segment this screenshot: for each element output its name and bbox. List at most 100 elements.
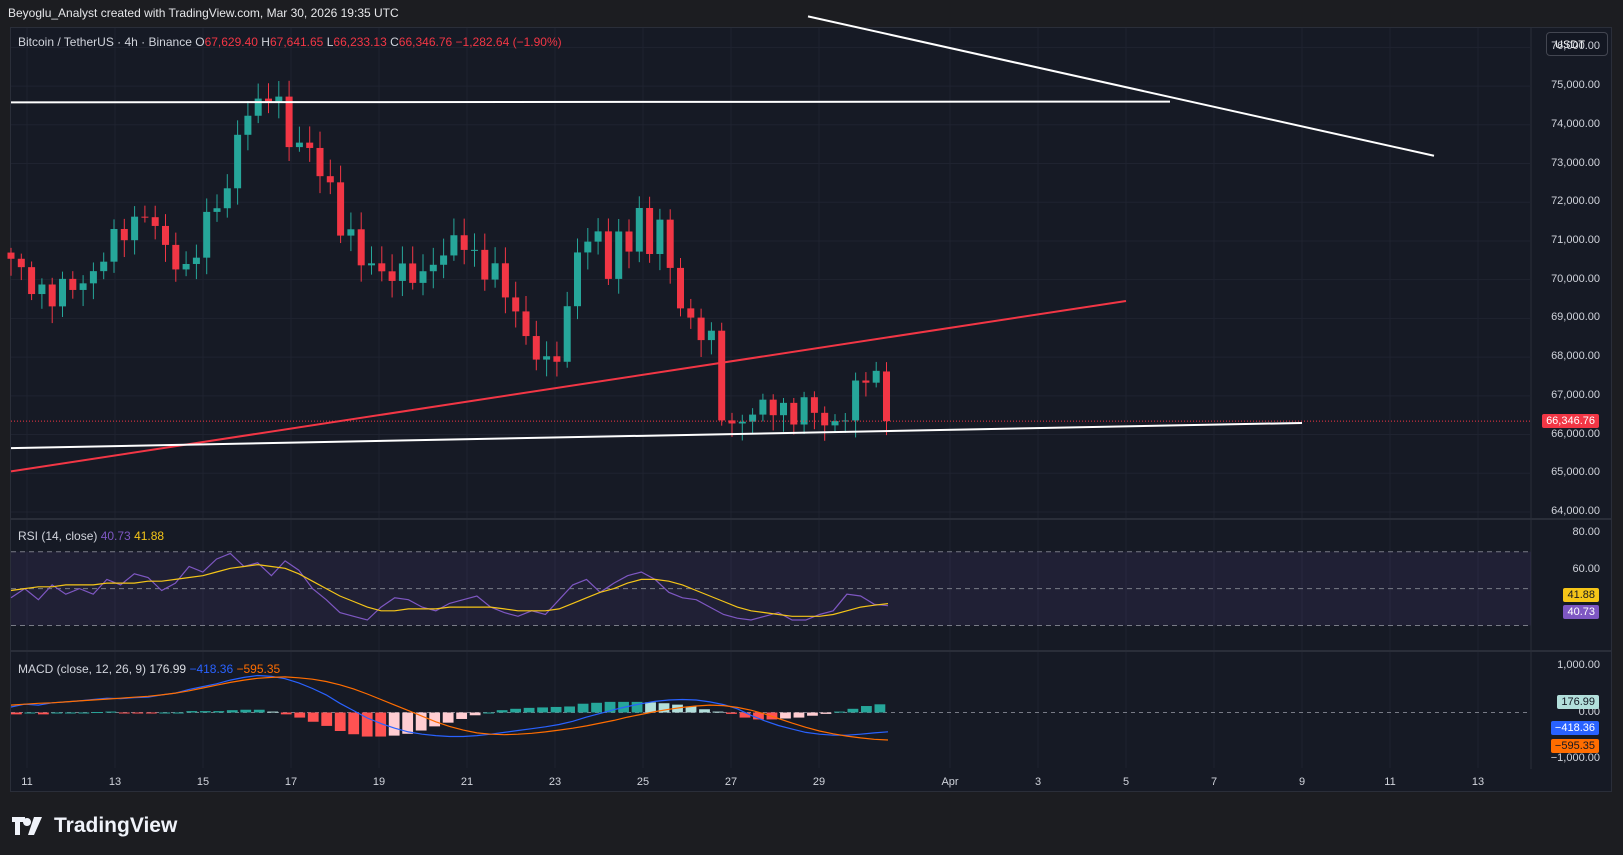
macd-tick-label: −1,000.00 <box>1550 751 1600 764</box>
macd-title: MACD (close, 12, 26, 9) <box>18 662 147 676</box>
rsi-badge: 40.73 <box>1563 605 1599 619</box>
macd-histogram-bar <box>753 712 764 720</box>
chart-caption: Beyoglu_Analyst created with TradingView… <box>8 6 399 20</box>
macd-histogram-bar <box>334 712 346 731</box>
candle-body <box>852 380 860 421</box>
candle-body <box>182 263 190 270</box>
candle-body <box>203 211 211 258</box>
macd-histogram-bar <box>874 704 886 713</box>
macd-histogram-bar <box>483 712 495 714</box>
candle-body <box>254 98 262 116</box>
macd-histogram-bar <box>604 701 616 713</box>
time-tick-label: 15 <box>196 776 210 788</box>
candle-body <box>635 207 643 252</box>
candle-body <box>48 284 56 307</box>
macd-histogram-bar <box>658 703 670 713</box>
close-label: C <box>390 35 399 49</box>
low-value: 66,233.13 <box>333 35 387 49</box>
macd-histogram-bar <box>348 712 360 735</box>
candle-body <box>738 421 746 424</box>
candle-body <box>110 228 118 262</box>
candle-body <box>316 147 324 177</box>
macd-histogram-bar <box>240 709 252 713</box>
time-tick-label: 3 <box>1034 776 1042 788</box>
time-tick-label: 21 <box>460 776 474 788</box>
candle-body <box>625 231 633 252</box>
candle-body <box>584 241 592 253</box>
macd-histogram-bar <box>645 702 656 713</box>
rsi-legend[interactable]: RSI (14, close) 40.73 41.88 <box>18 529 164 543</box>
candle-body <box>471 249 478 251</box>
open-label: O <box>195 35 205 49</box>
tradingview-logo[interactable]: TradingView <box>12 814 177 838</box>
candle-body <box>646 207 654 255</box>
candle-body <box>285 96 293 148</box>
macd-histogram-bar <box>78 712 90 714</box>
time-tick-label: 13 <box>108 776 122 788</box>
candle-body <box>862 380 870 383</box>
candle-body <box>491 263 499 280</box>
macd-histogram-bar <box>159 712 171 714</box>
macd-histogram-bar <box>739 712 751 718</box>
macd-histogram-bar <box>820 712 832 714</box>
candle-body <box>718 330 726 421</box>
descending-line <box>807 15 1435 157</box>
candle-body <box>79 283 87 290</box>
macd-histogram-bar <box>105 711 117 713</box>
macd-legend[interactable]: MACD (close, 12, 26, 9) 176.99 −418.36 −… <box>18 662 280 676</box>
time-tick-label: 7 <box>1210 776 1218 788</box>
candle-body <box>368 263 375 266</box>
price-tick-label: 73,000.00 <box>1551 156 1600 169</box>
macd-hist-value: 176.99 <box>149 662 187 676</box>
candle-body <box>295 142 303 148</box>
macd-histogram-bar <box>861 706 872 713</box>
price-tick-label: 66,000.00 <box>1551 427 1600 440</box>
candle-body <box>450 235 458 256</box>
rsi-title: RSI (14, close) <box>18 529 98 543</box>
macd-histogram-bar <box>577 703 589 713</box>
candle-body <box>810 397 818 413</box>
candle-body <box>821 412 829 426</box>
candle-body <box>409 263 417 283</box>
macd-histogram-bar <box>226 710 238 713</box>
candle-body <box>749 414 757 422</box>
candle-body <box>244 115 252 135</box>
candle-body <box>532 336 540 360</box>
candle-body <box>151 217 159 226</box>
candle-body <box>883 371 890 422</box>
macd-histogram-bar <box>11 712 22 715</box>
candle-body <box>172 244 180 270</box>
lower-support <box>10 421 1303 450</box>
candle-body <box>574 252 581 307</box>
candle-body <box>604 231 612 279</box>
price-pane <box>7 15 1531 473</box>
signal-line <box>10 676 889 741</box>
candle-body <box>223 188 231 209</box>
candle-body <box>28 267 36 295</box>
macd-pane <box>10 674 1531 741</box>
macd-histogram-bar <box>294 712 306 718</box>
price-tick-label: 67,000.00 <box>1551 388 1600 401</box>
ohlc-legend[interactable]: Bitcoin / TetherUS · 4h · Binance O67,62… <box>18 35 562 49</box>
rsi-ma-line <box>10 563 889 617</box>
candle-body <box>440 255 448 265</box>
macd-histogram-bar <box>712 711 724 713</box>
candle-body <box>131 216 139 241</box>
candle-body <box>141 216 149 218</box>
candle-body <box>120 228 128 241</box>
price-change: −1,282.64 (−1.90%) <box>455 35 562 49</box>
rsi-line <box>10 552 889 621</box>
currency-button[interactable]: USDT <box>1546 32 1608 56</box>
candle-body <box>656 219 664 255</box>
candle-body <box>89 271 97 284</box>
candle-body <box>460 235 468 250</box>
candle-body <box>759 399 767 415</box>
time-tick-label: 23 <box>548 776 562 788</box>
symbol-title: Bitcoin / TetherUS · 4h · Binance <box>18 35 192 49</box>
price-tick-label: 76,000.00 <box>1551 40 1600 53</box>
candle-body <box>677 267 684 309</box>
time-tick-label: 9 <box>1298 776 1306 788</box>
candle-body <box>501 263 509 298</box>
candle-body <box>697 317 705 341</box>
